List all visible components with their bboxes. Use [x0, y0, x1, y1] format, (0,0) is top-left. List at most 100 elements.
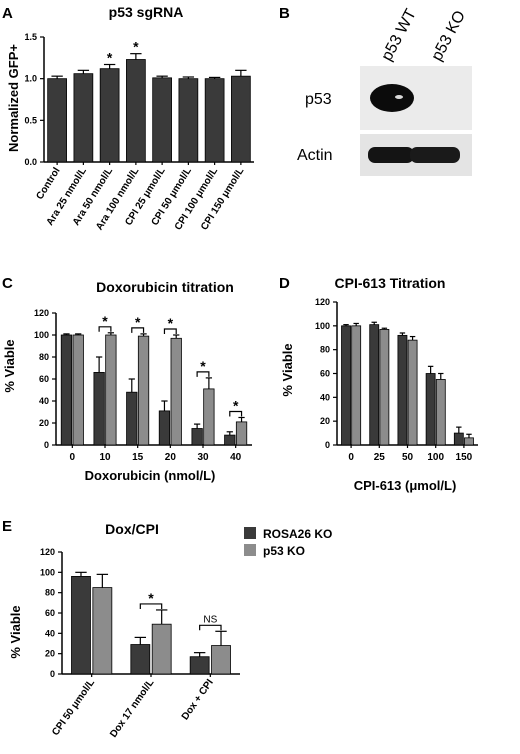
chart-d-category-label: 25: [374, 452, 386, 463]
chart-c-bar: [137, 335, 150, 446]
blot-lane-label-ko: p53 KO: [429, 8, 469, 64]
panel-label-b: B: [279, 5, 290, 22]
chart-a-significance-marker: *: [133, 39, 139, 55]
chart-c-significance-bracket: [131, 327, 145, 333]
chart-e-bar: [211, 645, 231, 675]
chart-c-bar: [191, 428, 203, 446]
chart-c-significance-marker: *: [200, 358, 206, 374]
chart-d-bar: [464, 437, 474, 446]
chart-e-significance-marker: NS: [203, 614, 217, 625]
chart-a-bar: [231, 75, 251, 163]
chart-e-ytick-label: 0: [50, 669, 55, 679]
chart-a-p53-sgrna: p53 sgRNA Normalized GFP+ 0.0 0.5 1.0 1.5 Co…: [6, 4, 254, 232]
blot-band-actin-ko: [410, 147, 460, 163]
chart-c-ylabel: % Viable: [2, 339, 17, 392]
chart-a-ytick-label: 1.5: [24, 32, 37, 42]
chart-c-bar: [93, 371, 105, 446]
chart-e-bar: [92, 587, 113, 675]
chart-c-ytick-label: 100: [34, 330, 49, 340]
chart-e-bar: [151, 623, 172, 675]
chart-e-bar: [130, 644, 151, 675]
chart-c-significance-marker: *: [135, 314, 141, 330]
chart-d-ytick-label: 60: [320, 369, 330, 379]
blot-row-label-p53: p53: [305, 91, 332, 108]
chart-d-ytick-label: 100: [315, 321, 330, 331]
chart-d-cpi613: CPI-613 Titration % Viable CPI-613 (μmol…: [280, 275, 478, 493]
chart-c-bar: [60, 334, 73, 446]
chart-a-ylabel: Normalized GFP+: [6, 44, 21, 152]
chart-e-ytick-label: 20: [45, 649, 55, 659]
chart-d-bar: [407, 339, 418, 446]
chart-a-bar: [152, 77, 172, 163]
chart-e-significance-marker: *: [148, 590, 154, 606]
chart-d-ylabel: % Viable: [280, 343, 295, 396]
chart-c-significance-bracket: [196, 371, 210, 377]
chart-d-bar: [369, 324, 380, 446]
chart-c-bar: [126, 391, 138, 446]
chart-c-ytick-label: 80: [39, 352, 49, 362]
chart-c-ytick-label: 40: [39, 396, 49, 406]
chart-a-category-label: Control: [35, 166, 63, 202]
chart-d-ytick-label: 40: [320, 392, 330, 402]
chart-a-ytick-label: 0.5: [24, 115, 37, 125]
chart-c-ytick-label: 60: [39, 374, 49, 384]
chart-c-bar: [203, 388, 215, 446]
chart-e-ylabel: % Viable: [8, 605, 23, 658]
blot-lane-label-wt: p53 WT: [379, 6, 420, 64]
chart-d-ytick-label: 80: [320, 345, 330, 355]
chart-c-bar: [158, 410, 171, 446]
chart-c-bar: [235, 421, 248, 446]
legend-label-rosa26: ROSA26 KO: [263, 527, 332, 541]
chart-d-title: CPI-613 Titration: [335, 275, 446, 291]
chart-e-ytick-label: 60: [45, 608, 55, 618]
chart-d-category-label: 50: [402, 452, 414, 463]
chart-c-doxorubicin: Doxorubicin titration % Viable Doxorubic…: [2, 279, 252, 483]
chart-d-category-label: 150: [456, 452, 473, 463]
chart-d-ytick-label: 20: [320, 416, 330, 426]
chart-c-bar: [170, 337, 182, 446]
chart-e-category-label: Dox 17 nmol/L: [108, 677, 156, 739]
chart-a-bar: [178, 78, 199, 163]
chart-c-significance-bracket: [229, 410, 243, 417]
chart-c-title: Doxorubicin titration: [96, 279, 234, 295]
panel-label-c: C: [2, 275, 13, 292]
chart-c-ytick-label: 120: [34, 308, 49, 318]
chart-d-xlabel: CPI-613 (μmol/L): [354, 478, 457, 493]
chart-c-category-label: 15: [132, 452, 144, 463]
chart-c-significance-marker: *: [168, 315, 174, 331]
chart-a-bar: [47, 78, 67, 163]
chart-e-dox-cpi: Dox/CPI % Viable ROSA26 KO p53 KO 0 20 40 6…: [8, 521, 332, 740]
chart-e-ytick-label: 100: [40, 567, 55, 577]
chart-a-bar: [204, 78, 225, 163]
chart-e-category-label: Dox + CPI: [180, 677, 216, 722]
chart-d-bar: [425, 373, 436, 446]
panel-label-a: A: [2, 5, 13, 22]
chart-c-category-label: 40: [230, 452, 242, 463]
chart-c-category-label: 20: [165, 452, 177, 463]
chart-d-bar: [351, 325, 362, 446]
chart-e-bar: [189, 656, 210, 675]
chart-a-ytick-label: 0.0: [24, 157, 37, 167]
chart-c-category-label: 0: [70, 452, 76, 463]
chart-a-significance-marker: *: [107, 50, 113, 66]
chart-a-ytick-label: 1.0: [24, 74, 37, 84]
chart-c-bar: [224, 434, 236, 446]
chart-e-category-label: CPI 50 μmol/L: [50, 677, 97, 737]
chart-a-title: p53 sgRNA: [109, 4, 184, 20]
chart-c-significance-bracket: [98, 326, 112, 332]
blot-band-actin-wt: [368, 147, 414, 163]
western-blot: p53 WT p53 KO p53 Actin: [297, 6, 472, 176]
blot-row-label-actin: Actin: [297, 147, 333, 164]
blot-band-highlight: [395, 95, 403, 99]
chart-e-title: Dox/CPI: [105, 521, 159, 537]
chart-e-ytick-label: 120: [40, 547, 55, 557]
chart-d-bar: [397, 334, 408, 446]
chart-c-xlabel: Doxorubicin (nmol/L): [85, 468, 216, 483]
chart-e-bar: [71, 576, 91, 675]
legend-swatch-p53ko: [244, 544, 256, 556]
chart-a-bar: [73, 73, 94, 163]
chart-e-significance-bracket: [139, 603, 163, 609]
chart-c-significance-marker: *: [233, 398, 239, 414]
chart-d-bar: [341, 325, 351, 446]
